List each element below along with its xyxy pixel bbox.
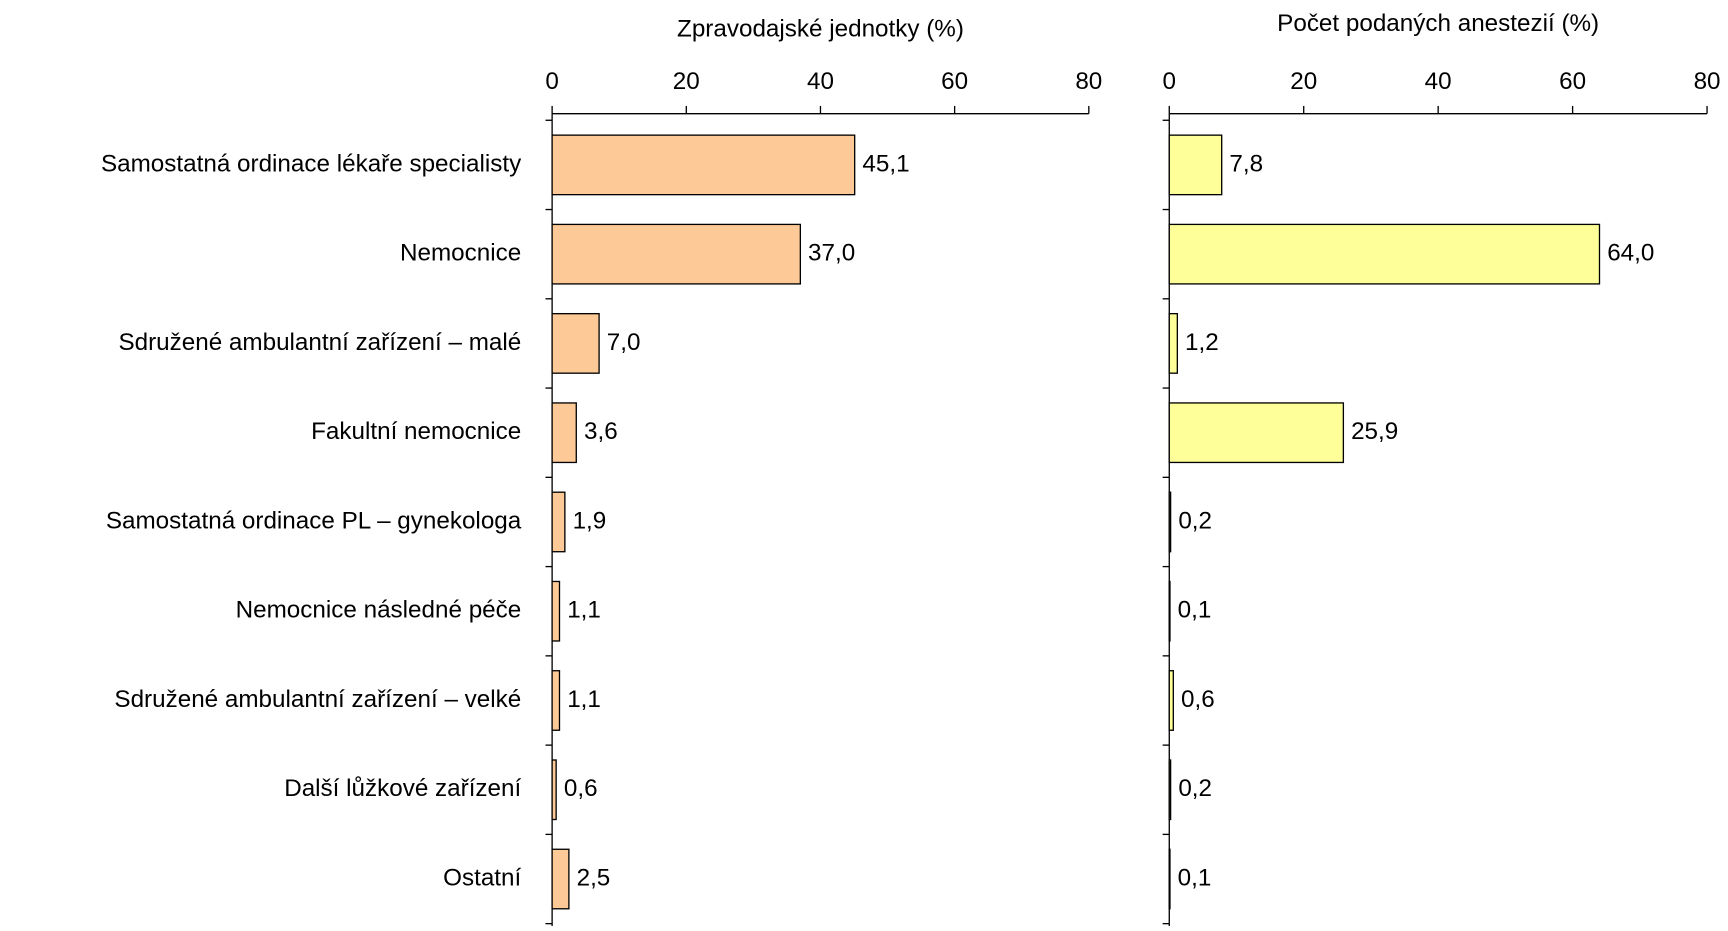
x-tick-label: 0 xyxy=(545,68,558,95)
category-label: Další lůžkové zařízení xyxy=(284,775,521,802)
data-label: 37,0 xyxy=(808,240,855,267)
data-label: 1,2 xyxy=(1185,329,1219,356)
bar xyxy=(551,134,856,196)
data-label: 3,6 xyxy=(584,418,618,445)
bar xyxy=(551,491,566,553)
bar xyxy=(1168,670,1174,731)
chart-title: Zpravodajské jednotky (%) xyxy=(677,15,964,42)
data-label: 64,0 xyxy=(1607,240,1654,267)
bar xyxy=(551,223,802,285)
category-label: Ostatní xyxy=(443,864,521,891)
bar xyxy=(551,848,570,910)
data-label: 0,6 xyxy=(564,775,598,802)
x-tick-label: 20 xyxy=(1290,68,1317,95)
data-label: 7,8 xyxy=(1229,150,1263,177)
bar xyxy=(551,670,561,731)
data-label: 1,1 xyxy=(567,686,601,713)
chart-title: Počet podaných anestezií (%) xyxy=(1277,10,1599,37)
data-label: 0,6 xyxy=(1181,686,1215,713)
category-label: Samostatná ordinace PL – gynekologa xyxy=(106,507,522,534)
category-label: Fakultní nemocnice xyxy=(311,418,521,445)
data-label: 0,1 xyxy=(1178,864,1212,891)
bar xyxy=(1168,223,1601,285)
data-label: 0,1 xyxy=(1178,597,1212,624)
data-label: 0,2 xyxy=(1178,507,1212,534)
data-label: 1,9 xyxy=(573,507,607,534)
x-tick-label: 60 xyxy=(1559,68,1586,95)
data-label: 45,1 xyxy=(862,150,909,177)
category-label: Nemocnice xyxy=(400,240,521,267)
data-label: 25,9 xyxy=(1351,418,1398,445)
data-label: 2,5 xyxy=(577,864,611,891)
bar xyxy=(551,402,577,464)
bar xyxy=(1168,313,1178,374)
bar xyxy=(551,313,600,374)
category-label: Sdružené ambulantní zařízení – malé xyxy=(118,329,521,356)
bar xyxy=(1168,491,1172,553)
data-label: 7,0 xyxy=(607,329,641,356)
x-tick-label: 40 xyxy=(807,68,834,95)
category-label: Samostatná ordinace lékaře specialisty xyxy=(101,150,522,177)
x-tick-label: 80 xyxy=(1694,68,1721,95)
x-tick-label: 60 xyxy=(941,68,968,95)
category-label: Sdružené ambulantní zařízení – velké xyxy=(114,686,521,713)
bar xyxy=(1168,848,1171,910)
bar xyxy=(1168,580,1171,642)
bar xyxy=(1168,759,1172,821)
bar xyxy=(551,580,561,642)
data-label: 1,1 xyxy=(567,597,601,624)
bar xyxy=(1168,402,1345,464)
x-tick-label: 0 xyxy=(1163,68,1176,95)
x-tick-label: 40 xyxy=(1425,68,1452,95)
bar xyxy=(1168,134,1223,196)
x-tick-label: 20 xyxy=(673,68,700,95)
x-tick-label: 80 xyxy=(1075,68,1102,95)
data-label: 0,2 xyxy=(1178,775,1212,802)
bar xyxy=(551,759,557,821)
category-label: Nemocnice následné péče xyxy=(236,597,522,624)
